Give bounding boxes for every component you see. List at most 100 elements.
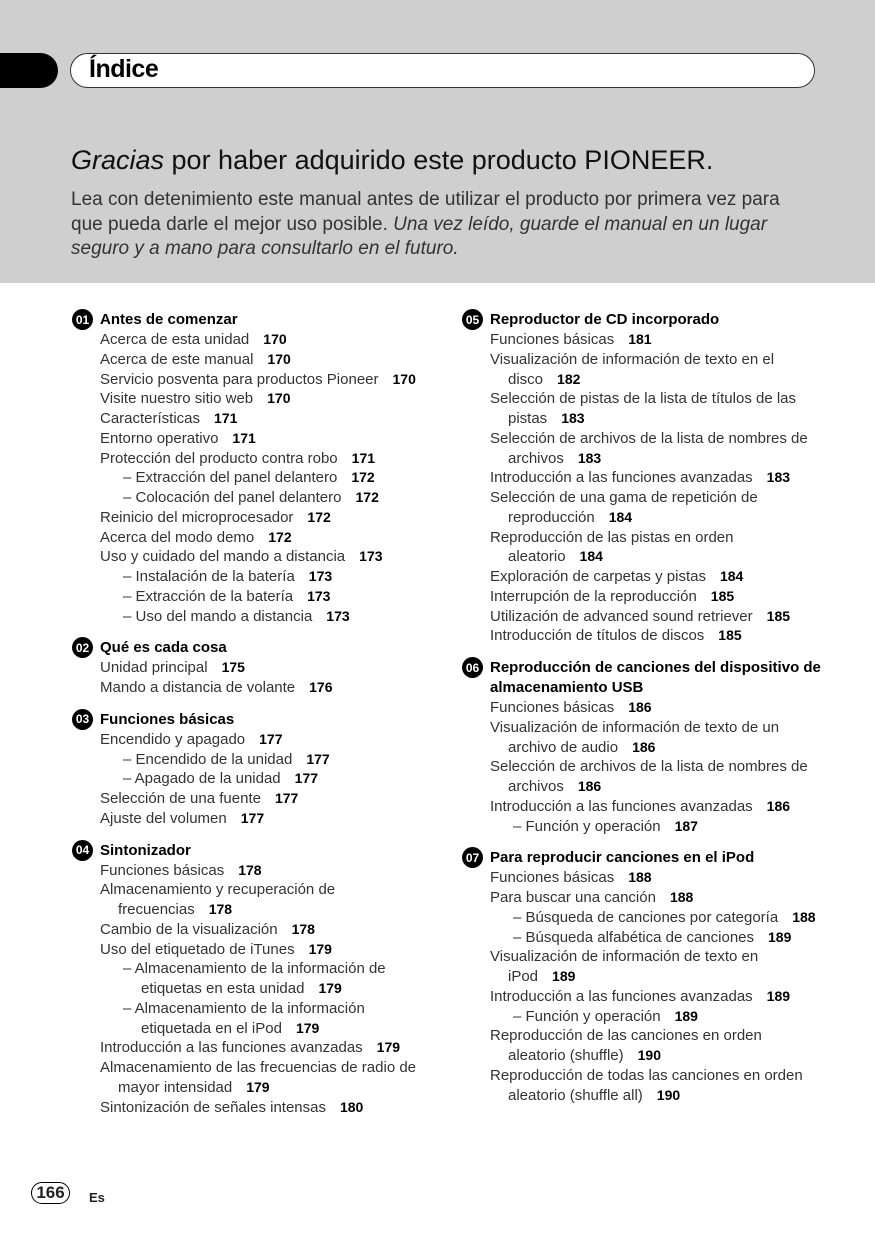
toc-entry[interactable]: Reinicio del microprocesador 172 xyxy=(100,508,432,528)
entry-title: Introducción a las funciones avanzadas xyxy=(490,469,753,487)
entry-title: Uso y cuidado del mando a distancia xyxy=(100,548,346,566)
toc-entry[interactable]: Visualización de información de texto en… xyxy=(490,350,822,390)
toc-entry[interactable]: Visualización de información de texto en… xyxy=(490,947,822,987)
entry-page: 172 xyxy=(307,508,331,525)
toc-entry[interactable]: Funciones básicas 178 xyxy=(100,861,432,881)
section-heading[interactable]: 04 Sintonizador xyxy=(72,839,432,861)
toc-entry[interactable]: Funciones básicas 186 xyxy=(490,698,822,718)
toc-entry[interactable]: Selección de archivos de la lista de nom… xyxy=(490,429,822,469)
toc-entry[interactable]: Entorno operativo 171 xyxy=(100,429,432,449)
toc-entry[interactable]: – Apagado de la unidad 177 xyxy=(100,769,432,789)
toc-entry[interactable]: – Uso del mando a distancia 173 xyxy=(100,607,432,627)
entry-title: – Instalación de la batería xyxy=(123,568,295,585)
entry-title: – Extracción de la batería xyxy=(123,587,294,605)
entry-page: 183 xyxy=(561,410,585,426)
section-heading[interactable]: 03 Funciones básicas xyxy=(72,708,432,730)
toc-entry[interactable]: Acerca de esta unidad 170 xyxy=(100,330,432,350)
toc-entry[interactable]: Introducción a las funciones avanzadas 17… xyxy=(100,1038,432,1058)
entry-title: – Colocación del panel delantero xyxy=(123,489,342,506)
entry-page: 178 xyxy=(291,920,315,937)
toc-entry[interactable]: – Búsqueda alfabética de canciones 189 xyxy=(490,928,822,948)
toc-section: 01 Antes de comenzar Acerca de esta unidad… xyxy=(72,309,432,627)
entry-page: 177 xyxy=(306,750,330,767)
toc-entry[interactable]: Selección de pistas de la lista de títul… xyxy=(490,389,822,429)
entry-page: 173 xyxy=(307,587,331,604)
toc-entry[interactable]: Características 171 xyxy=(100,409,432,429)
toc-entry[interactable]: Funciones básicas 188 xyxy=(490,868,822,888)
toc-entry[interactable]: Reproducción de las canciones en orden a… xyxy=(490,1026,822,1066)
entry-title: Ajuste del volumen xyxy=(100,809,227,827)
toc-entry[interactable]: – Encendido de la unidad 177 xyxy=(100,750,432,770)
toc-entry[interactable]: Unidad principal 175 xyxy=(100,658,432,678)
entry-page: 173 xyxy=(308,568,333,584)
toc-entry[interactable]: Uso del etiquetado de iTunes 179 xyxy=(100,940,432,960)
toc-entry[interactable]: Encendido y apagado 177 xyxy=(100,730,432,750)
entry-page: 181 xyxy=(628,331,652,347)
toc-entry[interactable]: Almacenamiento de las frecuencias de rad… xyxy=(100,1058,432,1098)
toc-entry[interactable]: Visualización de información de texto de… xyxy=(490,718,822,758)
toc-entry[interactable]: – Función y operación 187 xyxy=(490,817,822,837)
toc-entry[interactable]: Funciones básicas 181 xyxy=(490,330,822,350)
toc-entry[interactable]: – Colocación del panel delantero 172 xyxy=(100,488,432,508)
toc-entry[interactable]: Protección del producto contra robo 171 xyxy=(100,449,432,469)
toc-entry[interactable]: – Extracción de la batería 173 xyxy=(100,587,432,607)
toc-entry[interactable]: Exploración de carpetas y pistas 184 xyxy=(490,567,822,587)
toc-entry[interactable]: Introducción de títulos de discos 185 xyxy=(490,626,822,646)
toc-entry[interactable]: Almacenamiento y recuperación de frecuen… xyxy=(100,880,432,920)
entry-title: Acerca de esta unidad xyxy=(100,331,250,348)
entry-page: 170 xyxy=(267,390,291,407)
toc-entry[interactable]: Acerca del modo demo 172 xyxy=(100,528,432,548)
entry-title: Funciones básicas xyxy=(490,331,615,348)
entry-title: Selección de una fuente xyxy=(100,790,261,807)
section-heading[interactable]: 01 Antes de comenzar xyxy=(72,309,432,330)
entry-page: 170 xyxy=(263,331,287,347)
section-heading[interactable]: 02 Qué es cada cosa xyxy=(72,637,432,659)
entry-page: 171 xyxy=(232,429,256,446)
entry-page: 179 xyxy=(318,980,342,996)
toc-section: 07 Para reproducir canciones en el iPod Fu… xyxy=(462,847,822,1106)
toc-entry[interactable]: – Extracción del panel delantero 172 xyxy=(100,468,432,488)
section-tab xyxy=(0,53,58,88)
toc-entry[interactable]: Introducción a las funciones avanzadas 18… xyxy=(490,987,822,1007)
toc-entry[interactable]: – Instalación de la batería 173 xyxy=(100,567,432,587)
entry-page: 190 xyxy=(637,1047,661,1063)
section-heading[interactable]: 07 Para reproducir canciones en el iPod xyxy=(462,847,822,869)
toc-entry[interactable]: Acerca de este manual 170 xyxy=(100,350,432,370)
toc-entry[interactable]: Servicio posventa para productos Pioneer… xyxy=(100,370,432,390)
entry-title: Introducción a las funciones avanzadas xyxy=(490,987,753,1005)
entry-title: – Uso del mando a distancia xyxy=(123,607,313,625)
toc-entry[interactable]: – Función y operación 189 xyxy=(490,1007,822,1027)
toc-entry[interactable]: Selección de archivos de la lista de nom… xyxy=(490,757,822,797)
toc-entry[interactable]: Ajuste del volumen 177 xyxy=(100,809,432,829)
toc-entry[interactable]: Cambio de la visualización 178 xyxy=(100,920,432,940)
toc-entry[interactable]: Sintonización de señales intensas 180 xyxy=(100,1098,432,1118)
toc-entry[interactable]: Introducción a las funciones avanzadas 18… xyxy=(490,797,822,817)
toc-entry[interactable]: – Almacenamiento de la información de et… xyxy=(100,959,432,999)
toc-entry[interactable]: Mando a distancia de volante 176 xyxy=(100,678,432,698)
entry-page: 180 xyxy=(339,1098,364,1115)
section-number-badge: 04 xyxy=(72,839,93,861)
headline-rest: por haber adquirido este producto PIONEE… xyxy=(164,145,714,175)
toc-section: 06 Reproducción de canciones del disposit… xyxy=(462,657,822,837)
toc-entry[interactable]: – Almacenamiento de la información etiqu… xyxy=(100,999,432,1039)
toc-entry[interactable]: Reproducción de todas las canciones en o… xyxy=(490,1066,822,1106)
toc-entry[interactable]: Visite nuestro sitio web 170 xyxy=(100,389,432,409)
section-heading[interactable]: 05 Reproductor de CD incorporado xyxy=(462,309,822,330)
section-heading[interactable]: 06 Reproducción de canciones del disposit… xyxy=(462,657,822,698)
toc-entry[interactable]: Reproducción de las pistas en orden alea… xyxy=(490,528,822,568)
entry-title: Encendido y apagado xyxy=(100,730,246,748)
entry-title: Sintonización de señales intensas xyxy=(100,1098,326,1116)
toc-entry[interactable]: Selección de una fuente 177 xyxy=(100,789,432,809)
entry-title: Introducción de títulos de discos xyxy=(490,627,705,645)
toc-entry[interactable]: Uso y cuidado del mando a distancia 173 xyxy=(100,547,432,567)
entry-title: Introducción a las funciones avanzadas xyxy=(100,1039,363,1057)
toc-entry[interactable]: Interrupción de la reproducción 185 xyxy=(490,587,822,607)
toc-entry[interactable]: Para buscar una canción 188 xyxy=(490,888,822,908)
toc-entry[interactable]: Utilización de advanced sound retriever 1… xyxy=(490,607,822,627)
toc-entry[interactable]: Selección de una gama de repetición de r… xyxy=(490,488,822,528)
entry-page: 170 xyxy=(392,370,416,387)
section-number-badge: 02 xyxy=(72,637,93,659)
entry-title: Cambio de la visualización xyxy=(100,920,278,938)
toc-entry[interactable]: Introducción a las funciones avanzadas 18… xyxy=(490,468,822,488)
toc-entry[interactable]: – Búsqueda de canciones por categoría 188 xyxy=(490,908,822,928)
